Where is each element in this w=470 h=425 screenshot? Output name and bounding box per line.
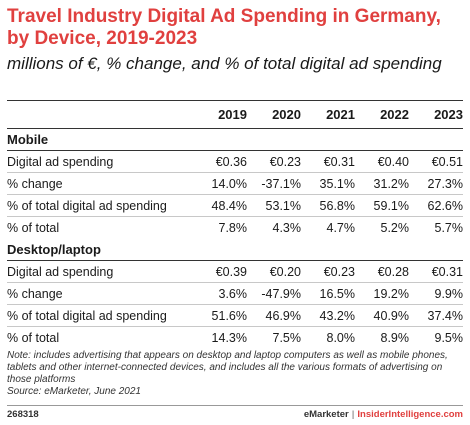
table-row: Digital ad spending €0.39 €0.20 €0.23 €0.28 €…: [7, 261, 463, 283]
value-cell: 4.7%: [301, 216, 355, 239]
table-row: % of total 14.3% 7.5% 8.0% 8.9% 9.5%: [7, 326, 463, 349]
brand-footer: eMarketer | InsiderIntelligence.com: [304, 409, 463, 420]
value-cell: 5.7%: [409, 216, 463, 239]
row-label: Digital ad spending: [7, 264, 114, 279]
value-cell: 3.6%: [193, 282, 247, 305]
row-label: % of total digital ad spending: [7, 194, 193, 217]
value-cell: 31.2%: [355, 172, 409, 195]
value-cell: 7.5%: [247, 326, 301, 349]
row-label: % of total: [7, 216, 193, 239]
value-cell: 14.0%: [193, 172, 247, 195]
table-row: % of total 7.8% 4.3% 4.7% 5.2% 5.7%: [7, 216, 463, 239]
table-row: % change 3.6% -47.9% 16.5% 19.2% 9.9%: [7, 282, 463, 305]
chart-id: 268318: [7, 409, 39, 420]
row-label: % change: [7, 172, 193, 195]
value-cell: €0.23: [269, 154, 301, 169]
value-cell: €0.31: [323, 154, 355, 169]
table-row: Digital ad spending €0.36 €0.23 €0.31 €0.40 €…: [7, 151, 463, 173]
value-cell: 62.6%: [409, 194, 463, 217]
table-row: % of total digital ad spending 51.6% 46.9%…: [7, 304, 463, 327]
value-cell: 37.4%: [409, 304, 463, 327]
row-label: % change: [7, 282, 193, 305]
brand-emarketer: eMarketer: [303, 409, 349, 420]
section-label: Desktop/laptop: [7, 238, 463, 261]
value-cell: 53.1%: [247, 194, 301, 217]
value-cell: 4.3%: [247, 216, 301, 239]
note-text: Note: includes advertising that appears …: [7, 350, 448, 385]
row-label: % of total digital ad spending: [7, 304, 193, 327]
value-cell: 19.2%: [355, 282, 409, 305]
value-cell: 5.2%: [355, 216, 409, 239]
data-table: 2019 2020 2021 2022 2023 Mobile Digital a…: [7, 100, 463, 349]
year-header: 2020: [247, 100, 301, 129]
value-cell: -47.9%: [247, 282, 301, 305]
value-cell: 8.0%: [301, 326, 355, 349]
year-header: 2022: [355, 100, 409, 129]
value-cell: €0.51: [431, 154, 463, 169]
section-row: Desktop/laptop: [7, 238, 463, 261]
value-cell: 59.1%: [355, 194, 409, 217]
chart-title: Travel Industry Digital Ad Spending in G…: [7, 6, 441, 49]
header-row: 2019 2020 2021 2022 2023: [7, 100, 463, 129]
brand-separator: |: [351, 409, 355, 420]
value-cell: 48.4%: [193, 194, 247, 217]
value-cell: 43.2%: [301, 304, 355, 327]
header-label-cell: [7, 100, 193, 129]
value-cell: 9.9%: [409, 282, 463, 305]
row-label: % of total: [7, 326, 193, 349]
year-header: 2021: [301, 100, 355, 129]
footer-divider: [7, 405, 463, 406]
footnote: Note: includes advertising that appears …: [7, 350, 467, 398]
value-cell: 51.6%: [193, 304, 247, 327]
value-cell: 7.8%: [193, 216, 247, 239]
value-cell: 16.5%: [301, 282, 355, 305]
value-cell: -37.1%: [247, 172, 301, 195]
value-cell: 40.9%: [355, 304, 409, 327]
value-cell: €0.40: [377, 154, 409, 169]
brand-insider-intelligence: InsiderIntelligence.com: [357, 409, 463, 420]
row-label: Digital ad spending: [7, 154, 114, 169]
year-header: 2019: [193, 100, 247, 129]
source-text: Source: eMarketer, June 2021: [7, 386, 141, 397]
section-label: Mobile: [7, 128, 463, 151]
value-cell: 46.9%: [247, 304, 301, 327]
table-row: % change 14.0% -37.1% 35.1% 31.2% 27.3%: [7, 172, 463, 195]
value-cell: 9.5%: [409, 326, 463, 349]
value-cell: €0.23: [323, 264, 355, 279]
value-cell: €0.31: [431, 264, 463, 279]
value-cell: €0.39: [215, 264, 247, 279]
table-row: % of total digital ad spending 48.4% 53.1%…: [7, 194, 463, 217]
year-header: 2023: [409, 100, 463, 129]
value-cell: €0.28: [377, 264, 409, 279]
chart-subtitle: millions of €, % change, and % of total …: [7, 54, 442, 73]
value-cell: 14.3%: [193, 326, 247, 349]
value-cell: 27.3%: [409, 172, 463, 195]
value-cell: 8.9%: [355, 326, 409, 349]
value-cell: €0.20: [269, 264, 301, 279]
value-cell: 35.1%: [301, 172, 355, 195]
value-cell: 56.8%: [301, 194, 355, 217]
section-row: Mobile: [7, 128, 463, 151]
value-cell: €0.36: [215, 154, 247, 169]
